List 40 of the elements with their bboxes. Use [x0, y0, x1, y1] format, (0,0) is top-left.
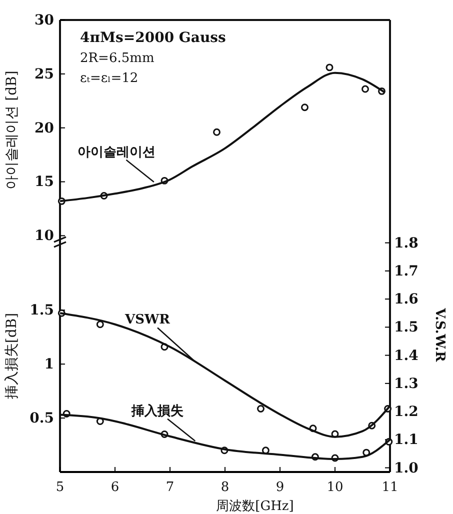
point [213, 128, 220, 136]
x-tick-label: 8 [220, 480, 230, 496]
y2-tick-label: 1.0 [394, 460, 419, 476]
y2-tick-label: 1.5 [394, 320, 418, 336]
x-tick-label: 9 [276, 480, 284, 496]
y2-tick-label: 1.8 [394, 235, 418, 252]
series-label: 挿入損失 [130, 402, 184, 419]
y-tick-label: 25 [34, 66, 54, 82]
x-tick-label: 7 [166, 480, 174, 496]
x-tick-label: 10 [326, 480, 344, 496]
y-axis-title: 挿入損失[dB] [4, 312, 20, 400]
y2-tick-label: 1.2 [394, 404, 418, 420]
y-axis-title: 아이솔레이션 [dB] [4, 70, 20, 190]
annotation: 4πMs=2000 Gauss [80, 30, 226, 46]
y2-axis-title: V.S.W.R [432, 307, 447, 362]
point [257, 405, 264, 412]
series-label: VSWR [124, 312, 170, 328]
y-tick-label: 30 [34, 12, 54, 28]
point [362, 85, 369, 93]
x-tick-label: 11 [382, 480, 398, 496]
y-tick-label: 1 [44, 356, 54, 373]
x-tick-label: 5 [56, 480, 64, 496]
y-tick-label: 10 [34, 228, 54, 244]
y2-tick-label: 1.7 [394, 263, 418, 280]
y-tick-label: 1.5 [30, 302, 54, 319]
point [96, 320, 104, 328]
point [301, 104, 308, 112]
point [326, 64, 334, 72]
series-label: 아이솔레이션 [77, 144, 156, 160]
y-tick-label: 0.5 [30, 410, 54, 427]
annotation: εₜ=εₗ=12 [80, 71, 138, 86]
y2-tick-label: 1.6 [394, 292, 418, 308]
y2-tick-label: 1.1 [394, 432, 418, 448]
annotation: 2R=6.5mm [80, 51, 154, 66]
x-axis-title: 周波数[GHz] [216, 499, 294, 514]
x-tick-label: 6 [110, 480, 120, 496]
y-tick-label: 15 [34, 174, 54, 190]
y-tick-label: 20 [34, 120, 54, 136]
y2-tick-label: 1.3 [394, 376, 418, 392]
y2-tick-label: 1.4 [394, 348, 419, 364]
